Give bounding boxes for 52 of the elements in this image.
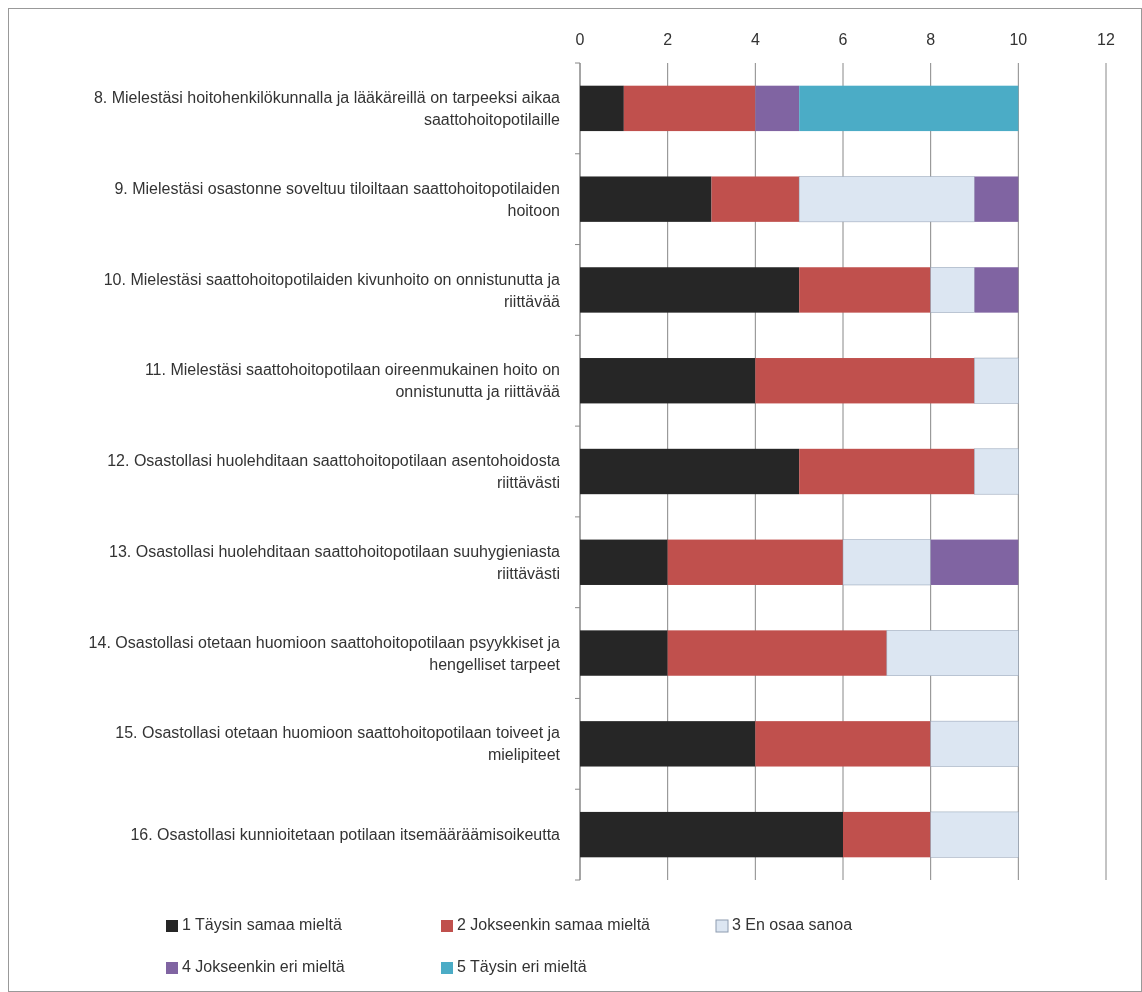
bar — [843, 811, 931, 858]
legend-label: 4 Jokseenkin eri mieltä — [182, 958, 345, 976]
bar — [580, 358, 756, 404]
bar — [580, 721, 756, 767]
bar — [580, 630, 668, 676]
bar — [711, 176, 800, 222]
bar — [930, 811, 1019, 858]
bar — [974, 267, 1019, 313]
bar — [974, 357, 1019, 404]
bar — [755, 358, 975, 404]
legend-label: 1 Täysin samaa mieltä — [182, 916, 342, 934]
bar — [580, 539, 668, 585]
bar — [842, 539, 931, 586]
x-tick-label: 0 — [575, 31, 585, 48]
bar — [755, 85, 800, 132]
bar — [974, 176, 1019, 222]
bar — [930, 720, 1019, 767]
legend-label: 2 Jokseenkin samaa mieltä — [457, 916, 651, 934]
y-tick-label: 11. Mielestäsi saattohoitopotilaan oireenmukainen hoito on onnistunutta ja riittävää — [144, 361, 561, 401]
x-tick-label: 2 — [663, 31, 673, 48]
y-tick-label: 16. Osastollasi kunnioitetaan potilaan itsemääräämisoikeutta — [130, 826, 561, 844]
bar — [798, 176, 975, 223]
x-tick-label: 6 — [838, 31, 848, 48]
bar — [930, 539, 1019, 585]
bar — [580, 85, 624, 132]
bar — [580, 811, 843, 858]
bar — [886, 630, 1019, 676]
x-tick-label: 10 — [1009, 31, 1028, 48]
x-tick-label: 12 — [1097, 31, 1115, 48]
y-tick-label: 12. Osastollasi huolehditaan saattohoitopotilaan asentohoidosta riittävästi — [107, 452, 561, 492]
y-tick-label: 10. Mielestäsi saattohoitopotilaiden kivunhoito on onnistunutta ja riittävää — [103, 270, 561, 310]
bar — [799, 85, 1019, 132]
bar — [930, 267, 975, 313]
bar — [667, 539, 843, 585]
bar — [799, 267, 931, 313]
bar — [580, 267, 800, 313]
legend-label: 5 Täysin eri mieltä — [457, 958, 587, 976]
bar — [623, 85, 756, 132]
bar — [580, 176, 712, 222]
y-tick-label: 9. Mielestäsi osastonne soveltuu tiloiltaan saattohoitopotilaiden hoitoon — [114, 179, 560, 219]
bar — [799, 448, 975, 495]
y-tick-label: 13. Osastollasi huolehditaan saattohoitopotilaan suuhygieniasta riittävästi — [109, 542, 561, 582]
x-tick-label: 4 — [750, 31, 760, 48]
y-tick-label: 8. Mielestäsi hoitohenkilökunnalla ja lääkäreillä on tarpeeksi aikaa saattohoitopotilaille — [93, 88, 561, 128]
y-tick-label: 15. Osastollasi otetaan huomioon saattohoitopotilaan toiveet ja mielipiteet — [115, 724, 561, 764]
bar — [755, 721, 931, 767]
legend-label: 3 En osaa sanoa — [732, 916, 853, 934]
bar — [974, 448, 1019, 495]
bar — [580, 448, 800, 495]
x-tick-label: 8 — [926, 31, 936, 48]
y-tick-label: 14. Osastollasi otetaan huomioon saattohoitopotilaan psyykkiset ja hengelliset tarpeet — [88, 633, 561, 673]
bar — [667, 630, 887, 676]
